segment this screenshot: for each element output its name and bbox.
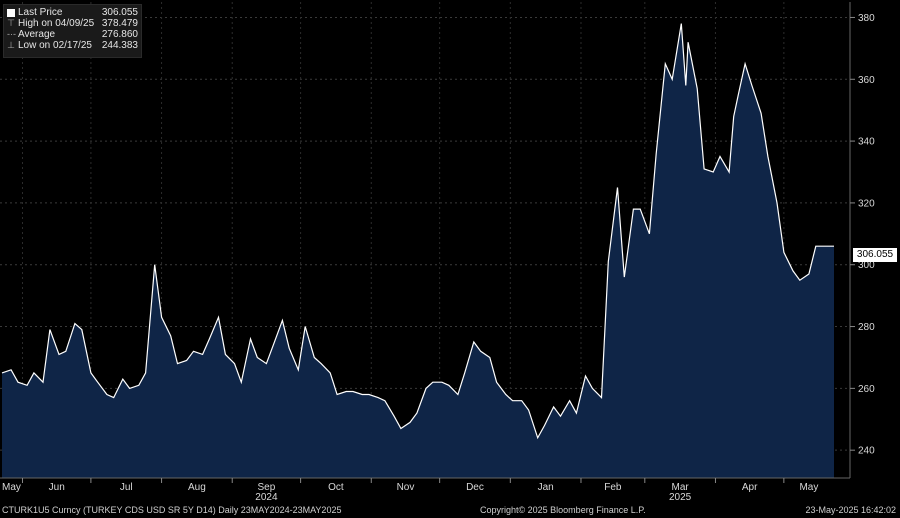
y-axis-ticks: 240 260 280 300 320 340 360 380 <box>850 13 875 457</box>
legend-low-label: Low on 02/17/25 <box>18 40 92 51</box>
legend-high-value: 378.479 <box>101 18 138 29</box>
legend-average-label: Average <box>18 29 56 40</box>
footer-security: CTURK1U5 Curncy (TURKEY CDS USD SR 5Y D1… <box>2 505 342 515</box>
y-tick-label: 320 <box>858 198 875 209</box>
series-area <box>2 23 834 478</box>
legend-high-label: High on 04/09/25 <box>18 18 95 29</box>
legend-row-high: ⊤ High on 04/09/25 378.479 <box>7 18 138 29</box>
y-tick-label: 380 <box>858 13 875 24</box>
x-tick-label: Jun <box>49 482 65 493</box>
legend-last-price-label: Last Price <box>18 7 63 18</box>
y-tick-label: 240 <box>858 446 875 457</box>
high-marker-icon: ⊤ <box>7 18 15 28</box>
x-tick-label: May <box>799 482 818 493</box>
x-tick-label: Sep <box>258 482 276 493</box>
x-year-label: 2025 <box>669 492 692 503</box>
legend-swatch-icon <box>7 8 15 17</box>
x-tick-label: Apr <box>742 482 758 493</box>
legend-row-low: ⊥ Low on 02/17/25 244.383 <box>7 40 138 51</box>
x-tick-label: Jul <box>120 482 133 493</box>
last-price-tag: 306.055 <box>853 248 897 262</box>
y-tick-label: 260 <box>858 384 875 395</box>
legend-low-value: 244.383 <box>101 40 138 51</box>
footer: CTURK1U5 Curncy (TURKEY CDS USD SR 5Y D1… <box>0 505 900 518</box>
y-tick-label: 360 <box>858 75 875 86</box>
x-tick-label: Oct <box>328 482 344 493</box>
x-year-label: 2024 <box>255 492 278 503</box>
average-marker-icon: -·- <box>7 29 16 39</box>
legend-average-value: 276.860 <box>101 29 138 40</box>
legend: Last Price 306.055 ⊤ High on 04/09/25 378… <box>3 4 142 58</box>
x-tick-label: Aug <box>188 482 206 493</box>
series-line <box>1 23 834 440</box>
legend-row-average: -·- Average 276.860 <box>7 29 138 40</box>
footer-timestamp: 23-May-2025 16:42:02 <box>805 505 896 515</box>
x-tick-label: Dec <box>466 482 484 493</box>
x-tick-label: Jan <box>538 482 554 493</box>
x-tick-label: Nov <box>397 482 415 493</box>
footer-copyright: Copyright© 2025 Bloomberg Finance L.P. <box>480 505 646 515</box>
y-tick-label: 280 <box>858 322 875 333</box>
x-tick-label: May <box>2 482 21 493</box>
x-tick-label: Feb <box>604 482 622 493</box>
y-tick-label: 340 <box>858 137 875 148</box>
x-axis-ticks: May Jun Jul Aug Sep Oct Nov Dec Jan Feb Mar Apr May 2… <box>2 478 818 503</box>
low-marker-icon: ⊥ <box>7 40 15 50</box>
legend-row-last-price: Last Price 306.055 <box>7 7 138 18</box>
x-tick-label: Mar <box>672 482 690 493</box>
legend-last-price-value: 306.055 <box>101 7 138 18</box>
y-tick-label: 300 <box>858 260 875 271</box>
